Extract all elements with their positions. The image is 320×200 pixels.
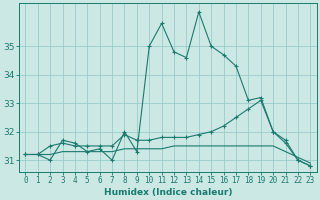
X-axis label: Humidex (Indice chaleur): Humidex (Indice chaleur)	[104, 188, 232, 197]
